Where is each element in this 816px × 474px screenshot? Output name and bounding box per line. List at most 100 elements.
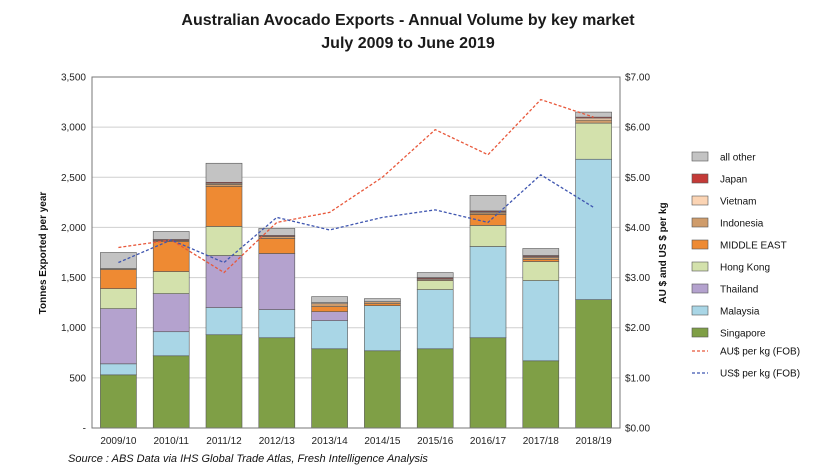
bar-middle-east bbox=[152, 241, 190, 272]
bar-all-other bbox=[469, 195, 507, 212]
y-tick-label: 1,500 bbox=[61, 273, 86, 284]
y-tick-label: 3,500 bbox=[61, 73, 86, 84]
legend-label-indonesia: Indonesia bbox=[720, 219, 764, 230]
bar-hong-kong bbox=[575, 122, 612, 160]
bar-singapore bbox=[416, 348, 454, 429]
legend-swatch-malaysia bbox=[691, 305, 709, 316]
bar-hong-kong bbox=[205, 226, 243, 256]
y2-tick-label: $3.00 bbox=[625, 273, 650, 284]
legend-label-au-per-kg-fob: AU$ per kg (FOB) bbox=[720, 347, 800, 358]
bar-hong-kong bbox=[522, 261, 560, 281]
bar-thailand bbox=[100, 308, 137, 365]
x-tick-label: 2010/11 bbox=[153, 436, 189, 447]
bar-thailand bbox=[205, 255, 243, 308]
bar-middle-east bbox=[364, 303, 401, 306]
legend-swatch-all-other bbox=[691, 151, 709, 162]
y2-tick-label: $2.00 bbox=[625, 323, 650, 334]
bar-singapore bbox=[258, 337, 296, 429]
y-tick-label: 500 bbox=[69, 373, 86, 384]
bar-malaysia bbox=[575, 158, 612, 300]
bar-all-other bbox=[100, 252, 137, 269]
bar-thailand bbox=[258, 253, 296, 310]
bar-all-other bbox=[364, 298, 401, 302]
legend-label-japan: Japan bbox=[720, 175, 747, 186]
legend-label-thailand: Thailand bbox=[720, 285, 758, 296]
legend-swatch-indonesia bbox=[691, 217, 709, 228]
bar-malaysia bbox=[416, 289, 454, 350]
y2-tick-label: $7.00 bbox=[625, 73, 650, 84]
x-tick-label: 2011/12 bbox=[206, 436, 242, 447]
legend-swatch-thailand bbox=[691, 283, 709, 294]
legend-swatch-vietnam bbox=[691, 195, 709, 206]
bar-singapore bbox=[575, 299, 612, 429]
legend-swatch-hong-kong bbox=[691, 261, 709, 272]
y-axis-title: Tonnes Exported per year bbox=[38, 192, 49, 315]
legend-swatch-middle-east bbox=[691, 239, 709, 250]
y-tick-label: 2,500 bbox=[61, 173, 86, 184]
legend-label-us-per-kg-fob: US$ per kg (FOB) bbox=[720, 369, 800, 380]
bar-middle-east bbox=[311, 306, 348, 312]
bar-malaysia bbox=[100, 363, 137, 376]
y2-tick-label: $6.00 bbox=[625, 123, 650, 134]
bar-singapore bbox=[311, 348, 348, 429]
legend-label-vietnam: Vietnam bbox=[720, 197, 757, 208]
bar-all-other bbox=[152, 231, 190, 240]
legend-label-malaysia: Malaysia bbox=[720, 307, 760, 318]
plot-frame bbox=[91, 76, 621, 429]
bar-singapore bbox=[205, 334, 243, 429]
bar-malaysia bbox=[364, 305, 401, 352]
bar-malaysia bbox=[469, 246, 507, 339]
bar-malaysia bbox=[152, 331, 190, 357]
y2-axis-ticks: $0.00 $1.00 $2.00 $3.00 $4.00 $5.00 $6.00 $7.00 bbox=[625, 73, 650, 435]
legend-label-hong-kong: Hong Kong bbox=[720, 263, 770, 274]
bar-middle-east bbox=[522, 259, 560, 262]
y-tick-label: 3,000 bbox=[61, 123, 86, 134]
bar-thailand bbox=[152, 293, 190, 333]
bar-vietnam bbox=[575, 117, 612, 121]
bar-singapore bbox=[100, 374, 137, 429]
bar-all-other bbox=[575, 111, 612, 118]
y-axis-ticks: - 500 1,000 1,500 2,000 2,500 3,000 3,500 bbox=[61, 73, 86, 435]
chart-title-line2: July 2009 to June 2019 bbox=[321, 35, 495, 52]
bar-indonesia bbox=[311, 303, 348, 307]
y2-tick-label: $4.00 bbox=[625, 223, 650, 234]
x-tick-label: 2017/18 bbox=[523, 436, 560, 447]
bar-singapore bbox=[152, 355, 190, 429]
legend-label-singapore: Singapore bbox=[720, 329, 766, 340]
y-tick-label: 2,000 bbox=[61, 223, 86, 234]
bar-malaysia bbox=[205, 307, 243, 336]
x-tick-label: 2015/16 bbox=[417, 436, 454, 447]
bar-hong-kong bbox=[416, 280, 454, 290]
bar-singapore bbox=[522, 360, 560, 429]
y2-tick-label: $0.00 bbox=[625, 424, 650, 435]
bar-indonesia bbox=[575, 119, 612, 124]
bar-hong-kong bbox=[100, 288, 137, 309]
bar-middle-east bbox=[205, 186, 243, 227]
chart-title-line1: Australian Avocado Exports - Annual Volu… bbox=[181, 12, 635, 29]
bar-malaysia bbox=[522, 280, 560, 362]
price-lines bbox=[118, 98, 594, 274]
bar-indonesia bbox=[364, 301, 401, 304]
chart-title: Australian Avocado Exports - Annual Volu… bbox=[0, 9, 816, 55]
y2-tick-label: $5.00 bbox=[625, 173, 650, 184]
bar-indonesia bbox=[522, 257, 560, 260]
x-tick-label: 2013/14 bbox=[312, 436, 349, 447]
bars bbox=[100, 111, 612, 429]
y-tick-label: 1,000 bbox=[61, 323, 86, 334]
x-tick-label: 2016/17 bbox=[470, 436, 507, 447]
legend: all other Japan Vietnam Indonesia MIDDLE EAS… bbox=[691, 151, 800, 380]
bar-all-other bbox=[522, 248, 560, 256]
bar-indonesia bbox=[258, 236, 296, 239]
source-note: Source : ABS Data via IHS Global Trade A… bbox=[68, 453, 428, 465]
bar-malaysia bbox=[258, 309, 296, 339]
bar-all-other bbox=[205, 162, 243, 183]
bar-hong-kong bbox=[469, 225, 507, 247]
bar-malaysia bbox=[311, 320, 348, 350]
bar-all-other bbox=[311, 296, 348, 303]
x-axis-ticks: 2009/10 2010/11 2011/12 2012/13 2013/14 2014/… bbox=[100, 436, 612, 447]
line-us-per-kg-fob bbox=[118, 173, 594, 264]
y2-axis-title: AU $ and US $ per kg bbox=[658, 202, 669, 303]
legend-label-all-other: all other bbox=[720, 153, 756, 164]
legend-swatch-singapore bbox=[691, 327, 709, 338]
